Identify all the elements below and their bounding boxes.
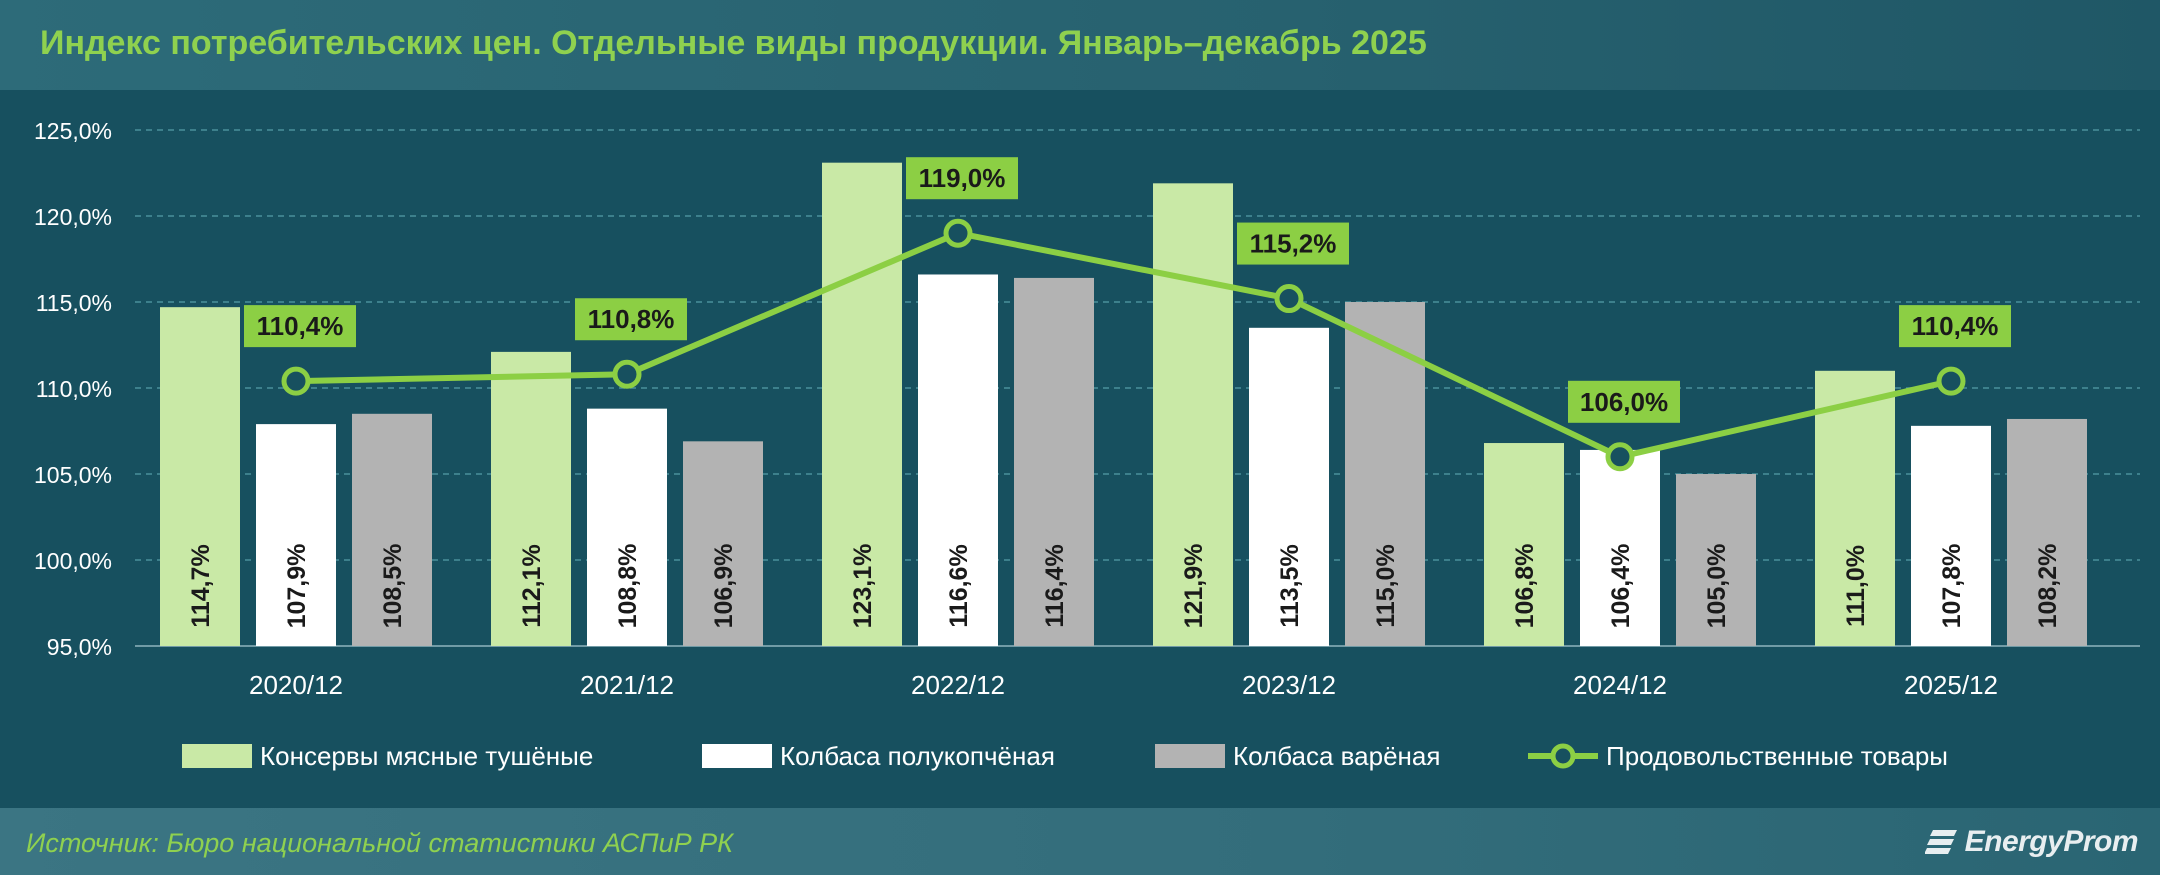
bar-value-label: 114,7% [187, 544, 215, 627]
bar-value-label: 123,1% [849, 544, 877, 629]
y-tick-label: 115,0% [36, 290, 112, 316]
bar [2007, 418, 2087, 646]
bar-value-label: 107,9% [283, 544, 311, 629]
bar [256, 424, 336, 646]
bar [1484, 443, 1564, 646]
line-value-label: 110,4% [257, 311, 344, 341]
bar [918, 274, 998, 646]
bar [352, 413, 432, 646]
y-tick-label: 95,0% [47, 634, 112, 660]
legend-item: Консервы мясные тушёные [182, 741, 593, 771]
chart-canvas: 95,0% 100,0% 105,0% 110,0% 115,0% 120,0% 125,0… [34, 118, 2140, 771]
line-value-callout [575, 298, 687, 341]
y-tick-label: 110,0% [36, 376, 112, 402]
x-category-label: 2020/12 [249, 670, 343, 700]
bar-value-label: 112,1% [518, 544, 546, 627]
legend-item: Колбаса варёная [1155, 741, 1440, 771]
bar [1676, 474, 1756, 646]
legend-label: Продовольственные товары [1606, 741, 1948, 771]
line-value-callout [1568, 380, 1680, 423]
bar-value-label: 115,0% [1372, 544, 1400, 627]
chart-title: Индекс потребительских цен. Отдельные ви… [40, 24, 1427, 62]
legend-marker [1550, 743, 1576, 769]
x-category-label: 2021/12 [580, 670, 674, 700]
bar-value-label: 113,5% [1276, 544, 1304, 627]
line-value-callout [906, 157, 1018, 200]
bar [1153, 183, 1233, 646]
line-series-path [295, 230, 1952, 460]
bar [1014, 277, 1094, 646]
x-category-label: 2022/12 [911, 670, 1005, 700]
bar-value-label: 116,4% [1041, 544, 1069, 627]
legend-item: Продовольственные товары [1528, 741, 1948, 771]
bar-value-label: 106,9% [710, 544, 738, 629]
bar [491, 351, 571, 646]
line-marker [1274, 284, 1304, 314]
footer-bar: Источник: Бюро национальной статистики А… [0, 808, 2160, 875]
y-tick-label: 120,0% [34, 204, 112, 230]
legend-label: Консервы мясные тушёные [260, 741, 593, 771]
line-value-label: 115,2% [1250, 229, 1337, 259]
line-value-label: 110,4% [1912, 311, 1999, 341]
plot-area: 95,0% 100,0% 105,0% 110,0% 115,0% 120,0% 125,0… [0, 90, 2160, 808]
legend-swatch [702, 744, 772, 768]
bar-value-label: 107,8% [1938, 544, 1966, 629]
x-category-label: 2023/12 [1242, 670, 1336, 700]
legend-label: Колбаса варёная [1233, 741, 1440, 771]
line-value-label: 119,0% [919, 163, 1006, 193]
line-marker [612, 359, 642, 389]
line-marker [1936, 366, 1966, 396]
line-value-label: 106,0% [1580, 387, 1668, 417]
bar [822, 162, 902, 646]
bar [1815, 370, 1895, 646]
legend-swatch [182, 744, 252, 768]
line-value-callout [1899, 305, 2011, 348]
x-category-label: 2024/12 [1573, 670, 1667, 700]
bar-value-label: 108,8% [614, 544, 642, 629]
bar [160, 307, 240, 646]
bar-value-label: 106,8% [1511, 544, 1539, 629]
line-marker [281, 366, 311, 396]
legend-item: Колбаса полукопчёная [702, 741, 1055, 771]
bar-value-label: 108,2% [2034, 544, 2062, 629]
bar [1249, 327, 1329, 646]
legend-label: Колбаса полукопчёная [780, 741, 1055, 771]
bar-value-label: 121,9% [1180, 544, 1208, 629]
y-tick-label: 100,0% [34, 548, 112, 574]
bar-value-label: 111,0% [1842, 545, 1870, 627]
bar [587, 408, 667, 646]
y-tick-label: 105,0% [34, 462, 112, 488]
logo-text: EnergyProm [1964, 825, 2139, 858]
bar-value-label: 116,6% [945, 544, 973, 627]
bar [683, 441, 763, 646]
line-value-label: 110,8% [588, 304, 675, 334]
line-marker [1605, 442, 1635, 472]
line-value-callout [1237, 222, 1349, 265]
bar-value-label: 105,0% [1703, 544, 1731, 629]
line-value-callout [244, 305, 356, 348]
bar [1580, 449, 1660, 646]
y-tick-label: 125,0% [34, 118, 112, 144]
bar-value-label: 108,5% [379, 544, 407, 629]
line-marker [943, 218, 973, 248]
energyprom-logo: EnergyProm [1924, 820, 2139, 864]
x-category-label: 2025/12 [1904, 670, 1998, 700]
bar-value-label: 106,4% [1607, 544, 1635, 629]
header-bar: Индекс потребительских цен. Отдельные ви… [0, 0, 2160, 90]
source-note: Источник: Бюро национальной статистики А… [26, 828, 734, 858]
legend-swatch [1155, 744, 1225, 768]
bar [1911, 425, 1991, 646]
logo-mark-icon [1924, 830, 1957, 854]
